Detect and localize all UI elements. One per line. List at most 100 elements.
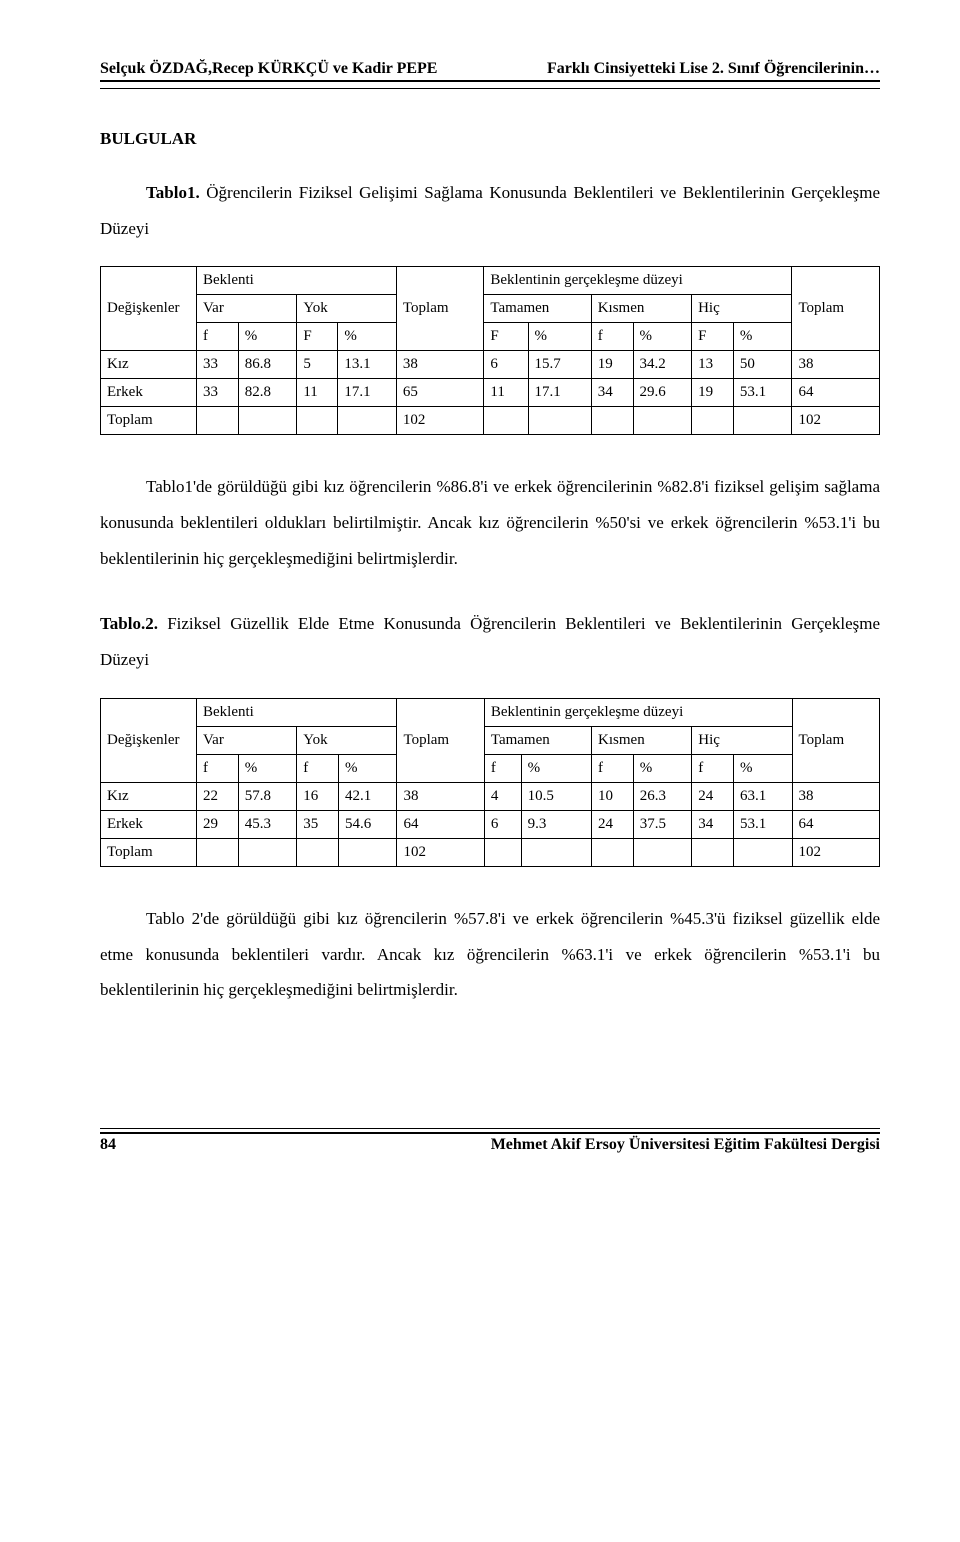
cell-label: Toplam xyxy=(101,838,197,866)
th-hic: Hiç xyxy=(692,726,792,754)
journal-name: Mehmet Akif Ersoy Üniversitesi Eğitim Fa… xyxy=(491,1136,880,1154)
table1-row-kiz: Kız 33 86.8 5 13.1 38 6 15.7 19 34.2 13 … xyxy=(101,351,880,379)
th-var: Var xyxy=(197,295,297,323)
cell: 24 xyxy=(692,782,734,810)
table2-title-bold: Tablo.2. xyxy=(100,614,158,633)
th-degiskenler: Değişkenler xyxy=(101,698,197,782)
cell: 33 xyxy=(197,351,239,379)
cell xyxy=(197,407,239,435)
th-F: F xyxy=(692,323,734,351)
th-pct: % xyxy=(238,754,297,782)
th-kismen: Kısmen xyxy=(591,295,691,323)
cell: 4 xyxy=(484,782,521,810)
cell: 38 xyxy=(396,351,483,379)
paragraph-1: Tablo1'de görüldüğü gibi kız öğrencileri… xyxy=(100,469,880,576)
cell: 45.3 xyxy=(238,810,297,838)
cell: 35 xyxy=(297,810,339,838)
cell: 64 xyxy=(397,810,484,838)
running-header: Selçuk ÖZDAĞ,Recep KÜRKÇÜ ve Kadir PEPE … xyxy=(100,60,880,78)
table1-row-toplam: Toplam 102 102 xyxy=(101,407,880,435)
table2: Değişkenler Beklenti Toplam Beklentinin … xyxy=(100,698,880,867)
cell: 19 xyxy=(591,351,633,379)
cell: 102 xyxy=(397,838,484,866)
cell xyxy=(692,407,734,435)
cell: 17.1 xyxy=(338,379,397,407)
paragraph-2: Tablo 2'de görüldüğü gibi kız öğrenciler… xyxy=(100,901,880,1008)
th-beklenti: Beklenti xyxy=(197,267,397,295)
th-tamamen: Tamamen xyxy=(484,295,591,323)
cell: 34.2 xyxy=(633,351,692,379)
cell: 64 xyxy=(792,379,880,407)
cell: 102 xyxy=(792,407,880,435)
cell: 34 xyxy=(692,810,734,838)
page-container: Selçuk ÖZDAĞ,Recep KÜRKÇÜ ve Kadir PEPE … xyxy=(0,0,960,1194)
cell: 11 xyxy=(484,379,528,407)
cell: 15.7 xyxy=(528,351,591,379)
th-yok: Yok xyxy=(297,295,397,323)
cell xyxy=(338,838,397,866)
cell xyxy=(591,407,633,435)
th-toplam2: Toplam xyxy=(792,698,879,782)
th-pct: % xyxy=(528,323,591,351)
cell xyxy=(338,407,397,435)
cell-label: Erkek xyxy=(101,379,197,407)
cell: 6 xyxy=(484,351,528,379)
cell: 33 xyxy=(197,379,239,407)
cell: 16 xyxy=(297,782,339,810)
cell: 10.5 xyxy=(521,782,591,810)
cell: 86.8 xyxy=(238,351,297,379)
th-f: f xyxy=(197,323,239,351)
cell: 6 xyxy=(484,810,521,838)
header-rule-thick xyxy=(100,80,880,82)
th-var: Var xyxy=(197,726,297,754)
table1-title: Tablo1. Öğrencilerin Fiziksel Gelişimi S… xyxy=(100,175,880,246)
cell xyxy=(484,838,521,866)
cell: 37.5 xyxy=(633,810,692,838)
th-kismen: Kısmen xyxy=(592,726,692,754)
cell: 42.1 xyxy=(338,782,397,810)
table2-row-toplam: Toplam 102 102 xyxy=(101,838,880,866)
cell xyxy=(733,407,792,435)
table1-head-row2: Var Yok Tamamen Kısmen Hiç xyxy=(101,295,880,323)
cell xyxy=(238,407,297,435)
th-tamamen: Tamamen xyxy=(484,726,591,754)
cell: 53.1 xyxy=(733,379,792,407)
table2-row-erkek: Erkek 29 45.3 35 54.6 64 6 9.3 24 37.5 3… xyxy=(101,810,880,838)
header-right: Farklı Cinsiyetteki Lise 2. Sınıf Öğrenc… xyxy=(547,60,880,78)
th-degiskenler: Değişkenler xyxy=(101,267,197,351)
cell: 38 xyxy=(792,782,879,810)
cell: 38 xyxy=(792,351,880,379)
cell: 29 xyxy=(197,810,239,838)
th-f: f xyxy=(592,754,634,782)
th-f: f xyxy=(484,754,521,782)
cell-label: Erkek xyxy=(101,810,197,838)
th-beklenti: Beklenti xyxy=(197,698,397,726)
cell: 10 xyxy=(592,782,634,810)
table2-title: Tablo.2. Fiziksel Güzellik Elde Etme Kon… xyxy=(100,606,880,677)
th-toplam1: Toplam xyxy=(396,267,483,351)
cell: 29.6 xyxy=(633,379,692,407)
page-number: 84 xyxy=(100,1136,116,1154)
th-toplam2: Toplam xyxy=(792,267,880,351)
table1: Değişkenler Beklenti Toplam Beklentinin … xyxy=(100,266,880,435)
cell xyxy=(521,838,591,866)
th-gercek: Beklentinin gerçekleşme düzeyi xyxy=(484,698,792,726)
cell xyxy=(734,838,793,866)
cell: 11 xyxy=(297,379,338,407)
cell: 24 xyxy=(592,810,634,838)
cell: 13 xyxy=(692,351,734,379)
footer-rule-thin xyxy=(100,1128,880,1129)
cell: 54.6 xyxy=(338,810,397,838)
cell xyxy=(238,838,297,866)
cell xyxy=(297,838,339,866)
cell: 22 xyxy=(197,782,239,810)
th-pct: % xyxy=(521,754,591,782)
th-F: F xyxy=(297,323,338,351)
footer-rule-thick xyxy=(100,1132,880,1134)
th-hic: Hiç xyxy=(692,295,792,323)
cell: 34 xyxy=(591,379,633,407)
th-f: f xyxy=(692,754,734,782)
cell-label: Kız xyxy=(101,351,197,379)
cell: 53.1 xyxy=(734,810,793,838)
header-rule-thin xyxy=(100,88,880,89)
